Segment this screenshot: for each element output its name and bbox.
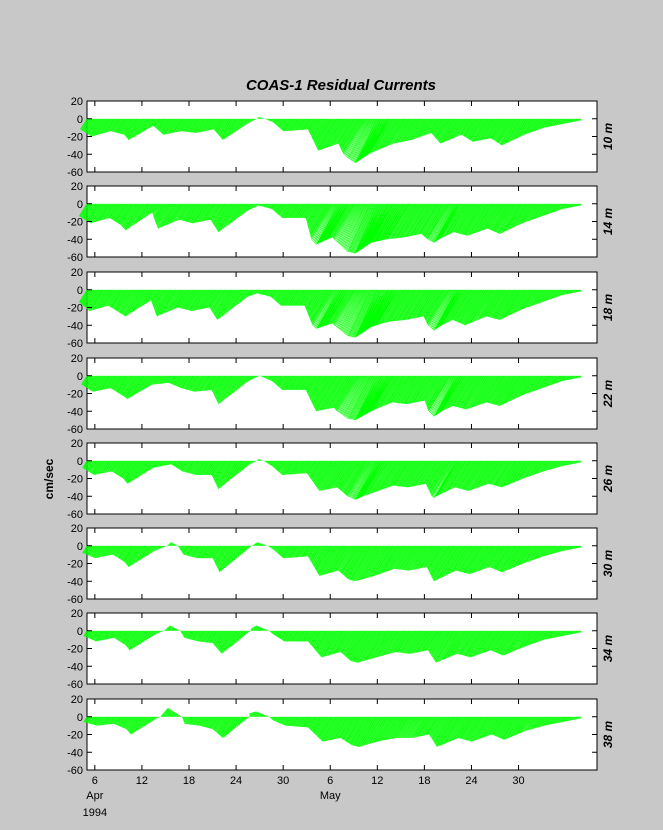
panel-30m: 20 0 -20 -40 -60 30 m [67,523,615,606]
y-tick-label: 0 [77,626,83,638]
y-tick-label: 0 [77,371,83,383]
y-tick-label: 20 [71,267,83,279]
x-tick-label: 18 [418,775,430,787]
panel-18m: 20 0 -20 -40 -60 18 m [67,267,615,350]
panel-frame [86,698,598,771]
panel-22m: 20 0 -20 -40 -60 22 m [67,353,615,436]
y-tick-label: -40 [67,406,83,418]
y-tick-label: 20 [71,353,83,365]
x-tick-label: 6 [327,775,333,787]
y-tick-label: -60 [67,424,83,436]
y-tick-label: -60 [67,252,83,264]
y-tick-label: -20 [67,389,83,401]
y-tick-label: -20 [67,303,83,315]
current-sticks [81,375,582,421]
y-tick-label: 0 [77,712,83,724]
month-label: Apr [86,790,103,802]
y-tick-label: -40 [67,661,83,673]
x-tick-label: 30 [512,775,524,787]
current-sticks [79,289,582,338]
y-tick-label: -40 [67,234,83,246]
current-sticks [79,203,582,254]
y-tick-label: -60 [67,594,83,606]
y-tick-label: -20 [67,730,83,742]
y-tick-label: 20 [71,181,83,193]
y-tick-label: -20 [67,559,83,571]
current-sticks [82,459,582,500]
y-tick-label: -40 [67,747,83,759]
y-tick-label: -40 [67,149,83,161]
y-tick-label: -60 [67,167,83,179]
y-tick-label: -60 [67,338,83,350]
panel-10m: 20 0 -20 -40 -60 10 m [67,96,615,179]
y-tick-label: -60 [67,679,83,691]
series-depth-label: 14 m [601,207,615,235]
current-sticks [83,625,582,663]
x-tick-label: 12 [371,775,383,787]
panel-34m: 20 0 -20 -40 -60 34 m [67,608,615,691]
series-depth-label: 10 m [601,122,615,150]
y-tick-label: 0 [77,456,83,468]
x-tick-label: 6 [92,775,98,787]
current-sticks [80,117,582,164]
y-tick-label: 0 [77,199,83,211]
x-tick-label: 24 [465,775,477,787]
series-depth-label: 22 m [601,379,615,408]
panels-group: 20 0 -20 -40 -60 10 m 20 0 -20 -40 -60 14 m 20 0 -20 -4… [67,96,615,777]
y-tick-label: -20 [67,644,83,656]
y-tick-label: 0 [77,114,83,126]
chart-title: COAS-1 Residual Currents [246,77,436,94]
x-tick-label: 18 [183,775,195,787]
y-tick-label: 20 [71,694,83,706]
y-tick-label: -40 [67,491,83,503]
month-label: May [320,790,341,802]
x-tick-label: 24 [230,775,242,787]
y-tick-label: 0 [77,541,83,553]
series-depth-label: 26 m [601,464,615,493]
series-depth-label: 34 m [601,634,615,662]
y-tick-label: 20 [71,438,83,450]
y-axis-label: cm/sec [42,458,56,499]
series-depth-label: 30 m [601,549,615,577]
year-label: 1994 [83,807,107,819]
y-tick-label: 0 [77,285,83,297]
x-tick-label: 30 [277,775,289,787]
panel-frame [86,612,598,685]
y-tick-label: -20 [67,474,83,486]
x-tick-label: 12 [136,775,148,787]
x-axis: 6 12 18 24 30 6 12 18 24 30 Apr May 1994 [83,775,525,819]
y-tick-label: -20 [67,217,83,229]
y-tick-label: 20 [71,523,83,535]
panel-38m: 20 0 -20 -40 -60 38 m [67,694,615,777]
series-depth-label: 18 m [601,293,615,321]
y-tick-label: -60 [67,509,83,521]
panel-26m: 20 0 -20 -40 -60 26 m [67,438,615,521]
y-tick-label: -20 [67,132,83,144]
series-depth-label: 38 m [601,720,615,748]
y-tick-label: 20 [71,608,83,620]
y-tick-label: -40 [67,576,83,588]
y-tick-label: -60 [67,765,83,777]
panel-14m: 20 0 -20 -40 -60 14 m [67,181,615,264]
y-tick-label: -40 [67,320,83,332]
current-sticks [82,542,582,582]
current-sticks [83,708,582,748]
y-tick-label: 20 [71,96,83,108]
